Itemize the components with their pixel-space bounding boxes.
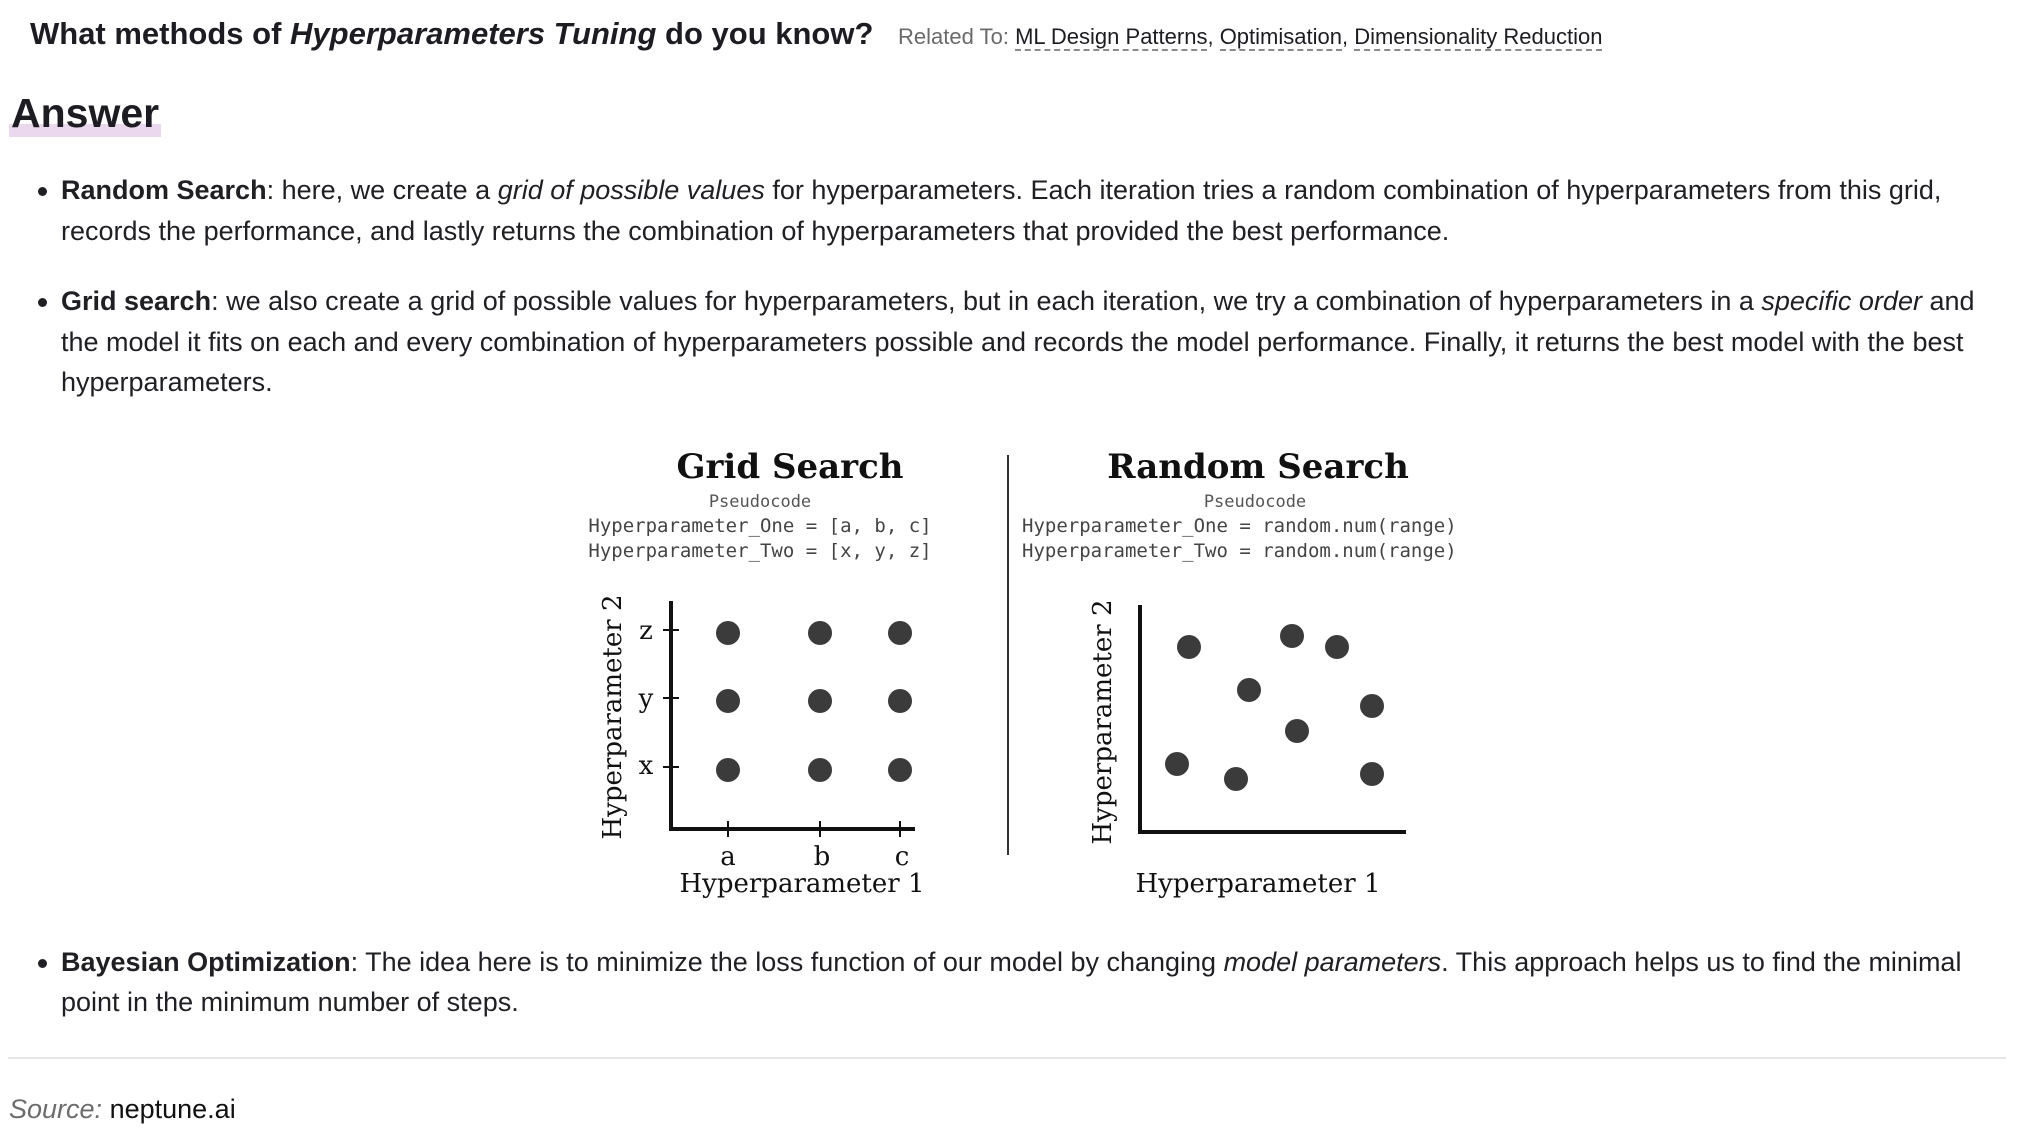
grid-y-tick-label: y: [638, 684, 654, 714]
random-y-axis-label: Hyperparameter 2: [1088, 599, 1118, 844]
grid-point: [888, 758, 912, 782]
source-line: Source: neptune.ai: [9, 1094, 236, 1125]
grid-x-tick-label: c: [895, 842, 910, 872]
random-search-title: Random Search: [1107, 447, 1409, 487]
grid-point: [716, 758, 740, 782]
random-point: [1280, 624, 1304, 648]
random-point: [1285, 719, 1309, 743]
grid-point: [888, 621, 912, 645]
grid-pseudocode-label: Pseudocode: [709, 492, 811, 512]
grid-point: [716, 621, 740, 645]
random-point: [1165, 752, 1189, 776]
grid-y-tick-label: z: [639, 616, 653, 646]
random-point: [1224, 767, 1248, 791]
random-point: [1325, 635, 1349, 659]
grid-point: [808, 758, 832, 782]
related-link-optimisation[interactable]: Optimisation: [1219, 24, 1342, 51]
bullet-title: Grid search: [61, 286, 212, 316]
random-point: [1360, 694, 1384, 718]
grid-points: [716, 621, 912, 782]
answer-list: Random Search: here, we create a grid of…: [0, 170, 2030, 1023]
related-link-ml-design-patterns[interactable]: ML Design Patterns: [1015, 24, 1208, 51]
question-suffix: do you know?: [656, 16, 874, 51]
grid-point: [808, 689, 832, 713]
grid-code-line-2: Hyperparameter_Two = [x, y, z]: [588, 540, 931, 562]
question-prefix: What methods of: [30, 16, 291, 51]
bullet-title: Random Search: [61, 175, 267, 205]
grid-point: [716, 689, 740, 713]
list-item-bayesian-optimization: Bayesian Optimization: The idea here is …: [0, 942, 2030, 1023]
list-item-random-search: Random Search: here, we create a grid of…: [0, 170, 2030, 251]
source-value: neptune.ai: [109, 1094, 236, 1124]
related-label: Related To:: [898, 24, 1016, 49]
bullet-title: Bayesian Optimization: [61, 946, 351, 977]
figure-svg: Grid Search Pseudocode Hyperparameter_On…: [588, 447, 1457, 899]
grid-y-tick-label: x: [639, 751, 654, 781]
grid-point: [808, 621, 832, 645]
search-comparison-figure: Grid Search Pseudocode Hyperparameter_On…: [570, 440, 1520, 910]
grid-x-tick-label: a: [720, 842, 736, 872]
related-link-dimensionality-reduction[interactable]: Dimensionality Reduction: [1354, 24, 1603, 51]
random-code-line-1: Hyperparameter_One = random.num(range): [1022, 515, 1457, 537]
grid-point: [888, 689, 912, 713]
random-code-line-2: Hyperparameter_Two = random.num(range): [1022, 540, 1457, 562]
random-pseudocode-label: Pseudocode: [1204, 492, 1306, 512]
question-title: What methods of Hyperparameters Tuning d…: [30, 16, 1603, 52]
related-to: Related To: ML Design Patterns, Optimisa…: [898, 24, 1603, 51]
grid-x-tick-label: b: [814, 842, 831, 872]
random-points: [1165, 624, 1384, 791]
grid-code-line-1: Hyperparameter_One = [a, b, c]: [588, 515, 931, 537]
source-label: Source:: [9, 1094, 103, 1124]
grid-search-title: Grid Search: [676, 447, 903, 487]
grid-y-axis-label: Hyperparameter 2: [598, 594, 628, 839]
random-point: [1237, 678, 1261, 702]
question-emphasis: Hyperparameters Tuning: [290, 16, 657, 51]
footer-divider: [8, 1057, 2006, 1059]
answer-heading: Answer: [9, 90, 162, 137]
random-point: [1177, 635, 1201, 659]
list-item-grid-search: Grid search: we also create a grid of po…: [0, 281, 2030, 403]
random-point: [1360, 762, 1384, 786]
grid-x-axis-label: Hyperparameter 1: [679, 869, 924, 899]
random-x-axis-label: Hyperparameter 1: [1135, 869, 1380, 899]
